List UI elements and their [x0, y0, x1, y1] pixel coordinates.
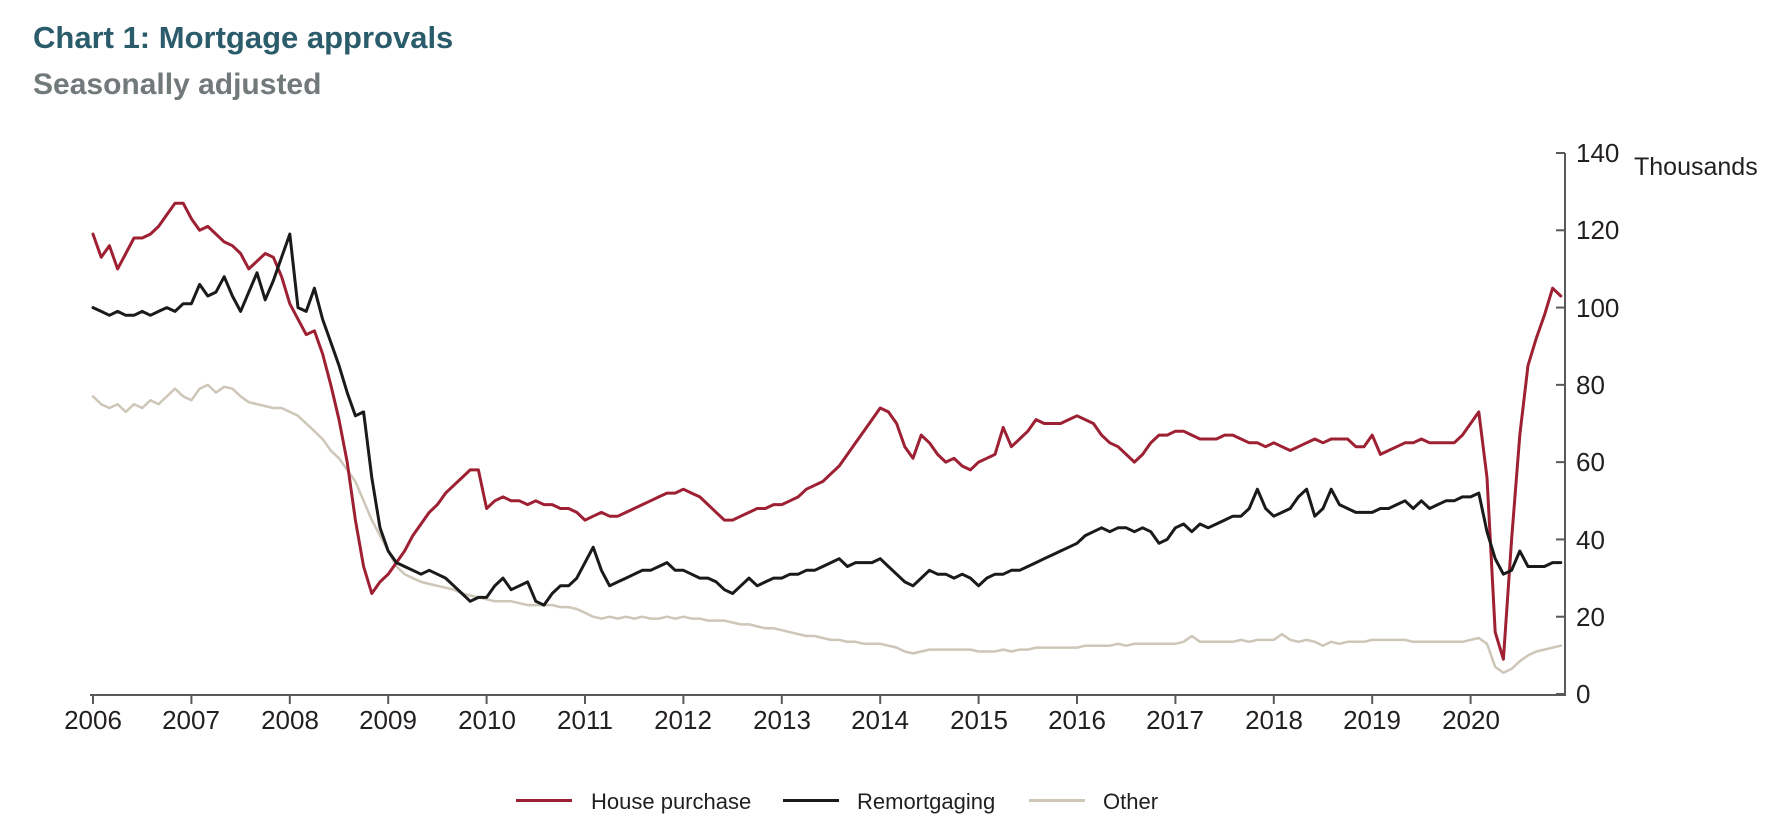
- series-line-other: [91, 383, 1563, 674]
- x-axis-tick-label: 2015: [950, 705, 1008, 735]
- legend-label-remortgaging: Remortgaging: [857, 789, 996, 814]
- y-axis-tick-label: 20: [1576, 602, 1605, 632]
- x-axis-tick-label: 2009: [359, 705, 417, 735]
- chart-title: Chart 1: Mortgage approvals: [33, 20, 454, 55]
- x-axis-tick-label: 2019: [1343, 705, 1401, 735]
- y-axis-tick-label: 0: [1576, 679, 1591, 709]
- legend-label-house-purchase: House purchase: [591, 789, 752, 814]
- x-axis-tick-label: 2011: [557, 705, 613, 735]
- x-axis-tick-label: 2014: [851, 705, 909, 735]
- legend-label-other: Other: [1103, 789, 1159, 814]
- x-axis-tick-label: 2010: [458, 705, 516, 735]
- legend-line-house-purchase: [516, 799, 572, 802]
- x-axis-tick-label: 2008: [261, 705, 319, 735]
- series-line-remortgaging: [91, 232, 1563, 607]
- y-axis-tick-label: 140: [1576, 138, 1620, 168]
- x-axis-tick-label: 2020: [1442, 705, 1500, 735]
- y-axis-tick-label: 120: [1576, 215, 1620, 245]
- x-axis-tick-label: 2006: [64, 705, 122, 735]
- x-axis-tick-label: 2013: [753, 705, 811, 735]
- y-axis-unit-label: Thousands: [1634, 153, 1758, 181]
- chart-subtitle: Seasonally adjusted: [33, 68, 322, 101]
- x-axis-tick-label: 2017: [1146, 705, 1204, 735]
- y-axis-tick-label: 40: [1576, 525, 1605, 555]
- y-axis-tick-label: 80: [1576, 370, 1605, 400]
- legend-line-remortgaging: [783, 799, 839, 802]
- x-axis-tick-label: 2018: [1245, 705, 1303, 735]
- x-axis-tick-label: 2007: [162, 705, 220, 735]
- legend-line-other: [1029, 799, 1085, 802]
- x-axis-tick-label: 2012: [654, 705, 712, 735]
- x-axis-tick-label: 2016: [1048, 705, 1106, 735]
- series-line-house-purchase: [91, 201, 1563, 661]
- y-axis-tick-label: 100: [1576, 293, 1620, 323]
- y-axis-tick-label: 60: [1576, 447, 1605, 477]
